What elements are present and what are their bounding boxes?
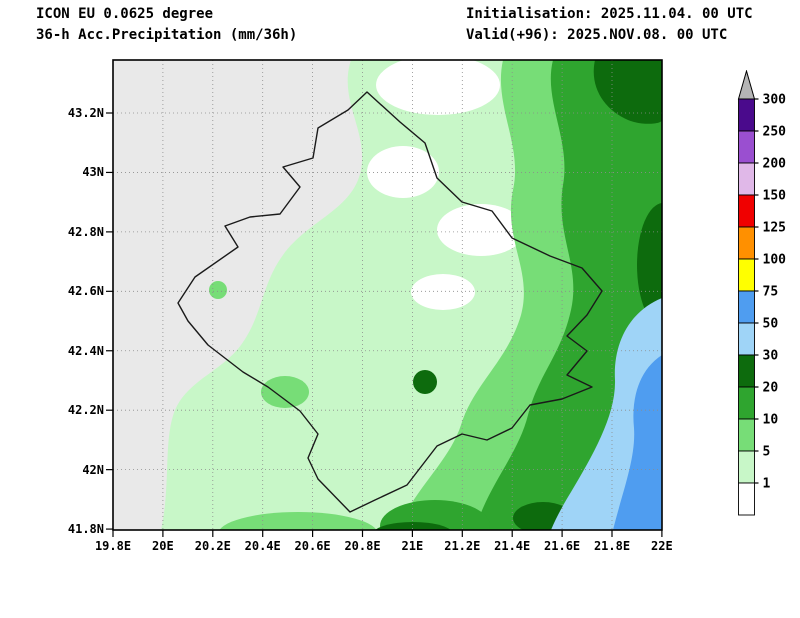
axis-ticks xyxy=(106,112,663,537)
x-axis-tick-label: 21.8E xyxy=(593,539,631,553)
colorbar-boundary-label: 10 xyxy=(763,413,779,428)
x-axis-tick-label: 19.8E xyxy=(94,539,132,553)
colorbar-boundary-label: 150 xyxy=(763,189,787,204)
colorbar-boundary-label: 100 xyxy=(763,253,787,268)
colorbar-segment xyxy=(738,290,755,324)
y-axis-tick-label: 43N xyxy=(82,165,104,180)
precipitation-map xyxy=(106,59,663,537)
colorbar-segment xyxy=(738,130,755,164)
x-axis-tick-label: 21.4E xyxy=(494,539,531,553)
x-axis-tick-label: 21.6E xyxy=(544,539,581,553)
colorbar-boundary-label: 250 xyxy=(763,125,787,140)
x-axis-tick-label: 22E xyxy=(651,539,673,553)
colorbar-segment xyxy=(738,354,755,388)
colorbar-boundary-label: 125 xyxy=(763,221,786,236)
colorbar-segment xyxy=(738,482,755,516)
x-axis-tick-label: 20.2E xyxy=(194,539,231,553)
map-frame xyxy=(112,59,663,531)
x-axis-tick-label: 20.4E xyxy=(244,539,281,553)
valid-time-label: Valid(+96): 2025.NOV.08. 00 UTC xyxy=(466,27,728,43)
initialisation-label: Initialisation: 2025.11.04. 00 UTC xyxy=(466,6,753,22)
colorbar-segment xyxy=(738,322,755,356)
y-axis-tick-label: 42.4N xyxy=(67,343,104,358)
colorbar-segment xyxy=(738,226,755,260)
colorbar-segment xyxy=(738,162,755,196)
colorbar-boundary-label: 300 xyxy=(763,93,787,108)
colorbar-segment xyxy=(738,258,755,292)
country-border-outline xyxy=(177,91,603,513)
x-axis-tick-label: 21E xyxy=(401,539,424,553)
colorbar-boundary-label: 20 xyxy=(763,381,779,396)
y-axis-tick-label: 41.8N xyxy=(67,522,104,537)
colorbar-boundary-label: 30 xyxy=(763,349,779,364)
x-axis-tick-label: 20.8E xyxy=(344,539,381,553)
colorbar-boundary-label: 200 xyxy=(763,157,787,172)
y-axis-tick-label: 42.8N xyxy=(67,224,104,239)
y-axis-tick-label: 42.2N xyxy=(67,403,104,418)
colorbar-segment xyxy=(738,194,755,228)
colorbar-overflow-arrow xyxy=(737,70,756,100)
y-axis-tick-label: 42.6N xyxy=(67,284,104,299)
colorbar-boundary-label: 1 xyxy=(763,477,771,492)
model-name-label: ICON EU 0.0625 degree xyxy=(36,6,214,22)
colorbar-segment xyxy=(738,450,755,484)
colorbar-boundary-label: 5 xyxy=(763,445,771,460)
x-axis-tick-label: 20E xyxy=(152,539,174,553)
colorbar-boundary-label: 75 xyxy=(763,285,779,300)
x-axis-tick-label: 21.2E xyxy=(444,539,481,553)
y-axis-tick-label: 43.2N xyxy=(67,106,104,120)
colorbar-segment xyxy=(738,418,755,452)
y-axis-tick-label: 42N xyxy=(82,462,104,477)
product-title-label: 36-h Acc.Precipitation (mm/36h) xyxy=(36,27,298,43)
colorbar-legend: 300 250 200 150 125 100 75 50 30 20 10 5 1 xyxy=(737,70,787,516)
precipitation-field xyxy=(113,60,662,530)
colorbar-boundary-label: 50 xyxy=(763,317,779,332)
colorbar-segment xyxy=(738,386,755,420)
colorbar-segment xyxy=(738,98,755,132)
x-axis-tick-label: 20.6E xyxy=(294,539,331,553)
